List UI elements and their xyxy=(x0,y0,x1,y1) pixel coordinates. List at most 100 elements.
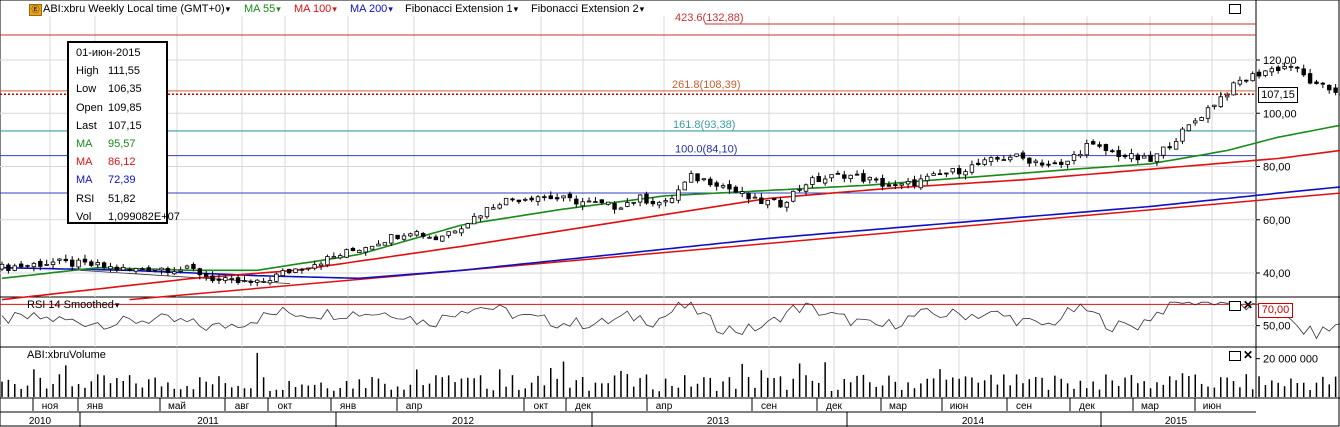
candle xyxy=(318,261,324,270)
month-label: апр xyxy=(656,401,673,412)
candle-body xyxy=(612,203,617,210)
candle xyxy=(797,184,802,193)
maximize-panel-button[interactable] xyxy=(1229,4,1241,14)
ma55-legend[interactable]: MA 55 xyxy=(244,2,281,16)
candle xyxy=(471,213,477,225)
candle-body xyxy=(242,280,247,283)
candle-body xyxy=(1033,160,1038,163)
candle xyxy=(842,170,847,183)
candle xyxy=(203,270,209,281)
candle xyxy=(369,245,375,250)
candle xyxy=(1129,148,1134,163)
candle-body xyxy=(376,243,381,247)
ma200-legend[interactable]: MA 200 xyxy=(350,2,393,16)
candle-body xyxy=(44,263,49,266)
fib-ext1-legend[interactable]: Fibonacci Extension 1 xyxy=(405,2,518,16)
candle xyxy=(1205,105,1211,123)
candle xyxy=(1090,139,1096,145)
month-label: сен xyxy=(1016,401,1032,412)
candle xyxy=(101,261,107,270)
candle xyxy=(899,183,904,190)
candle xyxy=(63,254,69,263)
y-axis-label: 40,00 xyxy=(1263,268,1291,280)
candle-body xyxy=(12,265,17,271)
candle-body xyxy=(395,234,400,240)
candle-body xyxy=(925,175,930,181)
candle-body xyxy=(216,278,222,281)
rsi-maximize-button[interactable] xyxy=(1229,301,1241,311)
candle xyxy=(31,261,37,272)
candle xyxy=(599,199,605,206)
candle xyxy=(612,201,617,214)
month-label: сен xyxy=(761,401,777,412)
rsi-title[interactable]: RSI 14 Smoothed xyxy=(27,299,119,311)
volume-maximize-button[interactable] xyxy=(1229,351,1241,361)
candle-body xyxy=(899,183,904,186)
candle-body xyxy=(133,267,139,272)
candle-body xyxy=(873,178,879,181)
candle-body xyxy=(121,266,126,271)
candle xyxy=(1275,65,1281,74)
candle-body xyxy=(146,267,151,272)
candle xyxy=(893,180,898,190)
fib-ext2-legend[interactable]: Fibonacci Extension 2 xyxy=(531,2,644,16)
candle xyxy=(574,195,579,208)
candle xyxy=(593,197,598,203)
candle xyxy=(427,235,432,239)
candle xyxy=(1020,150,1026,161)
candle-body xyxy=(1161,146,1166,156)
candle xyxy=(497,202,502,210)
candle-body xyxy=(6,264,11,271)
month-label: янв xyxy=(87,401,103,412)
candle xyxy=(816,172,821,183)
candle-body xyxy=(1084,143,1089,156)
candle-body xyxy=(267,280,273,284)
candle-body xyxy=(382,242,388,246)
candle xyxy=(1314,79,1319,85)
candle xyxy=(1186,124,1192,132)
candle xyxy=(1269,66,1275,76)
candle-body xyxy=(548,195,553,200)
candle xyxy=(165,266,171,277)
candle xyxy=(433,234,439,241)
info-date: 01-июн-2015 xyxy=(76,47,141,59)
candle xyxy=(69,256,75,271)
candle-body xyxy=(1295,66,1300,69)
candle xyxy=(676,185,681,204)
info-row: Low 106,35 xyxy=(76,80,166,98)
candle xyxy=(178,266,183,274)
candle xyxy=(1001,155,1007,162)
symbol-selector[interactable]: ABI:xbru Weekly Local time (GMT+0) xyxy=(43,2,230,16)
candle-body xyxy=(465,223,471,229)
candle-body xyxy=(1186,124,1192,132)
candle-body xyxy=(274,273,279,282)
candle xyxy=(25,264,30,268)
candle-body xyxy=(1282,66,1287,70)
candle xyxy=(140,267,145,271)
candle xyxy=(727,180,732,194)
candle xyxy=(708,176,713,188)
candle-body xyxy=(982,159,987,165)
candle-body xyxy=(1148,154,1153,162)
candle-body xyxy=(880,177,885,187)
candle-body xyxy=(969,164,975,173)
candle xyxy=(216,274,222,285)
y-axis-label: 100,00 xyxy=(1263,108,1297,120)
candle xyxy=(459,225,464,237)
candle xyxy=(650,197,656,207)
volume-close-icon[interactable]: ✕ xyxy=(1243,348,1254,362)
candle xyxy=(121,264,126,271)
candle-body xyxy=(101,262,107,268)
ma100-legend[interactable]: MA 100 xyxy=(294,2,337,16)
candle-body xyxy=(842,174,847,179)
candle-body xyxy=(152,268,158,271)
candle xyxy=(127,267,132,272)
candle-body xyxy=(586,200,592,203)
candle-body xyxy=(25,264,30,267)
candle xyxy=(95,259,100,269)
month-label: май xyxy=(168,401,186,412)
candle-body xyxy=(497,204,502,209)
candle xyxy=(38,258,43,271)
rsi-close-icon[interactable]: ✕ xyxy=(1243,298,1254,312)
